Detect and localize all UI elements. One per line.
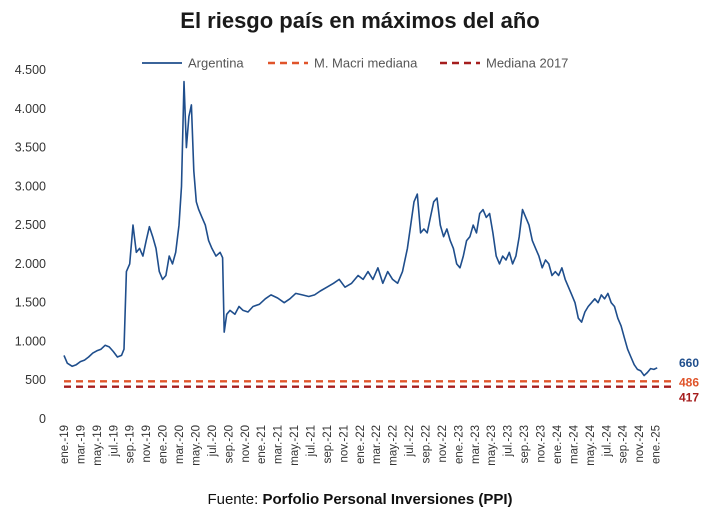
plot-area bbox=[63, 80, 672, 388]
x-tick-label: jul.-24 bbox=[601, 424, 613, 457]
x-tick-label: mar.-24 bbox=[568, 424, 580, 464]
x-tick-label: nov.-21 bbox=[338, 425, 350, 463]
y-tick-label: 3.000 bbox=[15, 179, 46, 193]
x-tick-label: sep.-19 bbox=[125, 425, 137, 463]
x-tick-label: mar.-19 bbox=[75, 425, 87, 464]
x-tick-label: sep.-21 bbox=[322, 425, 334, 463]
x-tick-label: nov.-23 bbox=[536, 425, 548, 463]
x-tick-label: nov.-24 bbox=[634, 424, 646, 462]
series-line-argentina bbox=[63, 80, 658, 377]
x-tick-label: jul.-20 bbox=[207, 425, 219, 457]
x-tick-label: mar.-23 bbox=[470, 425, 482, 464]
chart-title: El riesgo país en máximos del año bbox=[180, 8, 540, 33]
x-tick-label: may.-21 bbox=[289, 425, 301, 466]
x-tick-label: ene.-23 bbox=[453, 425, 465, 464]
y-tick-label: 1.000 bbox=[15, 334, 46, 348]
x-tick-label: sep.-22 bbox=[421, 425, 433, 463]
x-tick-label: jul.-21 bbox=[305, 425, 317, 457]
x-tick-label: jul.-22 bbox=[404, 425, 416, 457]
y-tick-label: 4.500 bbox=[15, 63, 46, 77]
x-tick-label: jul.-19 bbox=[108, 425, 120, 457]
end-label-argentina: 660 bbox=[679, 356, 699, 370]
x-tick-label: ene.-21 bbox=[256, 425, 268, 464]
y-tick-label: 3.500 bbox=[15, 141, 46, 155]
end-label-macri: 486 bbox=[679, 375, 699, 389]
x-tick-label: ene.-24 bbox=[552, 424, 564, 464]
x-tick-label: sep.-24 bbox=[618, 424, 630, 463]
y-tick-label: 2.500 bbox=[15, 218, 46, 232]
y-tick-label: 0 bbox=[39, 412, 46, 426]
x-tick-label: ene.-19 bbox=[59, 425, 71, 464]
x-tick-label: nov.-19 bbox=[141, 425, 153, 463]
source-note: Fuente: Porfolio Personal Inversiones (P… bbox=[0, 491, 720, 508]
source-prefix: Fuente: bbox=[207, 491, 263, 508]
y-axis: 0 500 1.000 1.500 2.000 2.500 3.000 3.500 4.000 4… bbox=[15, 63, 46, 426]
x-tick-label: mar.-20 bbox=[174, 425, 186, 464]
x-tick-label: may.-24 bbox=[585, 424, 597, 465]
x-tick-label: mar.-21 bbox=[273, 425, 285, 464]
x-axis: ene.-19 mar.-19 may.-19 jul.-19 sep.-19 nov.-… bbox=[59, 424, 663, 465]
y-tick-label: 4.000 bbox=[15, 102, 46, 116]
x-tick-label: mar.-22 bbox=[371, 425, 383, 464]
legend: Argentina M. Macri mediana Mediana 2017 bbox=[142, 56, 568, 71]
x-tick-label: ene.-22 bbox=[355, 425, 367, 464]
x-tick-label: sep.-20 bbox=[223, 425, 235, 463]
end-labels: 660 486 417 bbox=[679, 356, 699, 405]
legend-label: Mediana 2017 bbox=[486, 56, 568, 71]
x-tick-label: may.-22 bbox=[388, 425, 400, 466]
y-tick-label: 2.000 bbox=[15, 257, 46, 271]
end-label-mediana-2017: 417 bbox=[679, 391, 699, 405]
x-tick-label: may.-23 bbox=[486, 425, 498, 466]
x-tick-label: ene.-20 bbox=[158, 425, 170, 464]
x-tick-label: ene.-25 bbox=[651, 425, 663, 464]
x-tick-label: jul.-23 bbox=[503, 425, 515, 457]
x-tick-label: nov.-20 bbox=[240, 425, 252, 463]
legend-label: Argentina bbox=[188, 56, 244, 71]
x-tick-label: sep.-23 bbox=[519, 425, 531, 463]
y-tick-label: 500 bbox=[25, 373, 46, 387]
x-tick-label: nov.-22 bbox=[437, 425, 449, 463]
x-tick-label: may.-20 bbox=[190, 425, 202, 466]
x-tick-label: may.-19 bbox=[92, 425, 104, 466]
source-name: Porfolio Personal Inversiones (PPI) bbox=[262, 491, 513, 508]
y-tick-label: 1.500 bbox=[15, 296, 46, 310]
legend-label: M. Macri mediana bbox=[314, 56, 418, 71]
